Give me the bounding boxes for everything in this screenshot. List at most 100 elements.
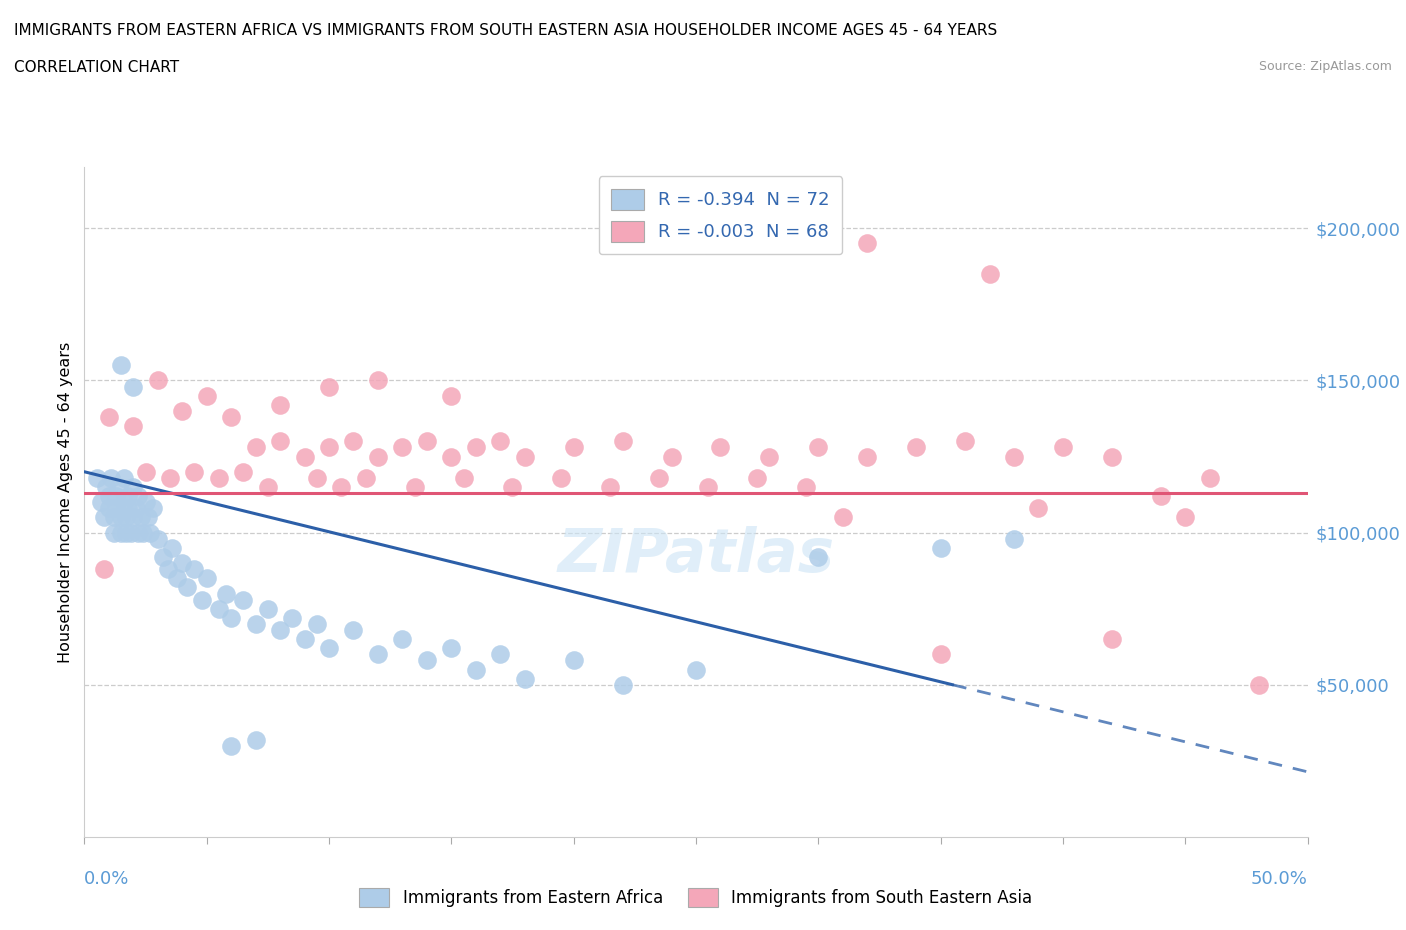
Point bbox=[135, 495, 157, 510]
Point bbox=[86, 471, 108, 485]
Point bbox=[112, 471, 135, 485]
Point bbox=[294, 631, 316, 646]
Point bbox=[93, 510, 115, 525]
Point bbox=[440, 388, 463, 403]
Point bbox=[208, 471, 231, 485]
Point bbox=[502, 480, 524, 495]
Point bbox=[416, 434, 439, 449]
Point bbox=[129, 510, 152, 525]
Point bbox=[318, 379, 340, 394]
Point bbox=[97, 501, 120, 516]
Point bbox=[105, 488, 128, 503]
Point bbox=[97, 488, 120, 503]
Point bbox=[1101, 631, 1123, 646]
Point bbox=[100, 471, 122, 485]
Point bbox=[562, 440, 585, 455]
Point bbox=[342, 622, 364, 637]
Point bbox=[318, 440, 340, 455]
Point bbox=[245, 617, 267, 631]
Point bbox=[953, 434, 976, 449]
Point bbox=[152, 550, 174, 565]
Point bbox=[269, 434, 291, 449]
Point bbox=[747, 471, 769, 485]
Text: Source: ZipAtlas.com: Source: ZipAtlas.com bbox=[1258, 60, 1392, 73]
Point bbox=[115, 525, 138, 540]
Point bbox=[122, 379, 145, 394]
Point bbox=[139, 525, 162, 540]
Point bbox=[172, 404, 194, 418]
Point bbox=[132, 525, 155, 540]
Point bbox=[269, 397, 291, 412]
Point bbox=[183, 562, 205, 577]
Point bbox=[215, 586, 238, 601]
Point bbox=[96, 480, 118, 495]
Point bbox=[281, 610, 304, 625]
Point bbox=[1052, 440, 1074, 455]
Point bbox=[122, 480, 145, 495]
Text: CORRELATION CHART: CORRELATION CHART bbox=[14, 60, 179, 75]
Point bbox=[697, 480, 720, 495]
Point bbox=[191, 592, 214, 607]
Point bbox=[354, 471, 377, 485]
Point bbox=[489, 434, 512, 449]
Point bbox=[929, 540, 952, 555]
Point bbox=[110, 510, 132, 525]
Point bbox=[159, 471, 181, 485]
Point bbox=[162, 540, 184, 555]
Point bbox=[831, 510, 853, 525]
Point bbox=[685, 662, 707, 677]
Point bbox=[1002, 531, 1025, 546]
Point bbox=[122, 418, 145, 433]
Point bbox=[135, 464, 157, 479]
Point bbox=[1002, 449, 1025, 464]
Point bbox=[232, 464, 254, 479]
Point bbox=[142, 501, 165, 516]
Point bbox=[110, 525, 132, 540]
Point bbox=[342, 434, 364, 449]
Point bbox=[305, 471, 328, 485]
Text: IMMIGRANTS FROM EASTERN AFRICA VS IMMIGRANTS FROM SOUTH EASTERN ASIA HOUSEHOLDER: IMMIGRANTS FROM EASTERN AFRICA VS IMMIGR… bbox=[14, 23, 997, 38]
Point bbox=[513, 671, 536, 686]
Point bbox=[1198, 471, 1220, 485]
Point bbox=[127, 488, 149, 503]
Point bbox=[115, 510, 138, 525]
Point bbox=[172, 555, 194, 570]
Point bbox=[103, 525, 125, 540]
Point bbox=[856, 236, 879, 251]
Point bbox=[146, 531, 169, 546]
Point bbox=[294, 449, 316, 464]
Point bbox=[440, 641, 463, 656]
Point bbox=[112, 495, 135, 510]
Point bbox=[929, 647, 952, 662]
Point bbox=[794, 480, 817, 495]
Point bbox=[219, 610, 242, 625]
Text: 0.0%: 0.0% bbox=[84, 870, 129, 888]
Point bbox=[856, 449, 879, 464]
Point bbox=[208, 602, 231, 617]
Point bbox=[305, 617, 328, 631]
Point bbox=[1247, 677, 1270, 692]
Point bbox=[93, 562, 115, 577]
Point bbox=[367, 449, 389, 464]
Point bbox=[807, 550, 830, 565]
Point bbox=[758, 449, 780, 464]
Point bbox=[330, 480, 353, 495]
Point bbox=[1028, 501, 1050, 516]
Point bbox=[648, 471, 671, 485]
Point bbox=[269, 622, 291, 637]
Point bbox=[1150, 488, 1173, 503]
Point bbox=[709, 440, 731, 455]
Point bbox=[156, 562, 179, 577]
Point bbox=[440, 449, 463, 464]
Point bbox=[122, 510, 145, 525]
Legend: Immigrants from Eastern Africa, Immigrants from South Eastern Asia: Immigrants from Eastern Africa, Immigran… bbox=[352, 880, 1040, 916]
Point bbox=[232, 592, 254, 607]
Point bbox=[107, 480, 129, 495]
Point bbox=[97, 409, 120, 424]
Point bbox=[136, 510, 159, 525]
Point bbox=[905, 440, 928, 455]
Text: ZIPatlas: ZIPatlas bbox=[557, 526, 835, 585]
Point bbox=[245, 440, 267, 455]
Point bbox=[257, 602, 280, 617]
Point bbox=[612, 434, 634, 449]
